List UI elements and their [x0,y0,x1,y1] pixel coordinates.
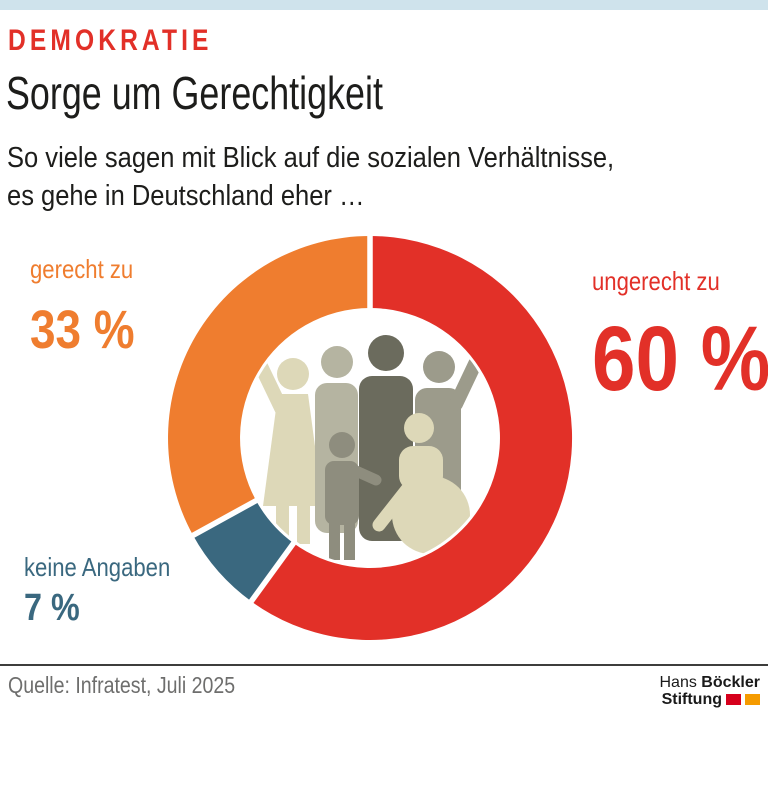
source-note: Quelle: Infratest, Juli 2025 [8,672,236,698]
slice-label: keine Angaben [24,552,171,582]
page-title: Sorge um Gerechtigkeit [6,67,383,119]
kicker-label: DEMOKRATIE [8,24,213,57]
logo-stiftung-line: Stiftung [659,691,760,708]
slice-callout-gerecht: gerecht zu 33 % [30,254,153,357]
wheelchair-user-icon [372,413,470,554]
donut-chart [160,228,580,648]
logo-name-regular: Hans [659,674,697,691]
slice-value: 60 % [592,308,768,410]
donut-chart-svg [168,233,573,640]
subtitle-line-2: es gehe in Deutschland eher … [7,180,365,212]
person-waving-left-icon [252,355,323,544]
chart-subtitle: So viele sagen mit Blick auf die soziale… [7,139,614,215]
logo-red-square-icon [726,694,741,705]
segment-gap-line [247,537,299,606]
slice-label: ungerecht zu [592,266,720,296]
people-group-illustration [252,335,482,560]
footer-divider [0,664,768,666]
subtitle-line-1: So viele sagen mit Blick auf die soziale… [7,142,615,174]
slice-callout-keine-angaben: keine Angaben 7 % [24,552,196,627]
slice-label: gerecht zu [30,254,134,284]
logo-stiftung-label: Stiftung [661,691,722,708]
slice-value: 7 % [24,587,80,629]
top-accent-bar [0,0,768,10]
logo-orange-square-icon [745,694,760,705]
donut-segment-gerecht-zu [168,236,370,536]
segment-gap-line [189,495,262,540]
donut-segment-ungerecht-zu [251,235,573,640]
hans-boeckler-stiftung-logo: Hans Böckler Stiftung [659,674,760,708]
slice-callout-ungerecht: ungerecht zu 60 % [592,266,768,405]
donut-segment-separators [189,233,373,606]
child-icon [325,432,382,560]
logo-name-line: Hans Böckler [659,674,760,691]
logo-name-bold: Böckler [701,674,760,691]
slice-value: 33 % [30,300,135,360]
